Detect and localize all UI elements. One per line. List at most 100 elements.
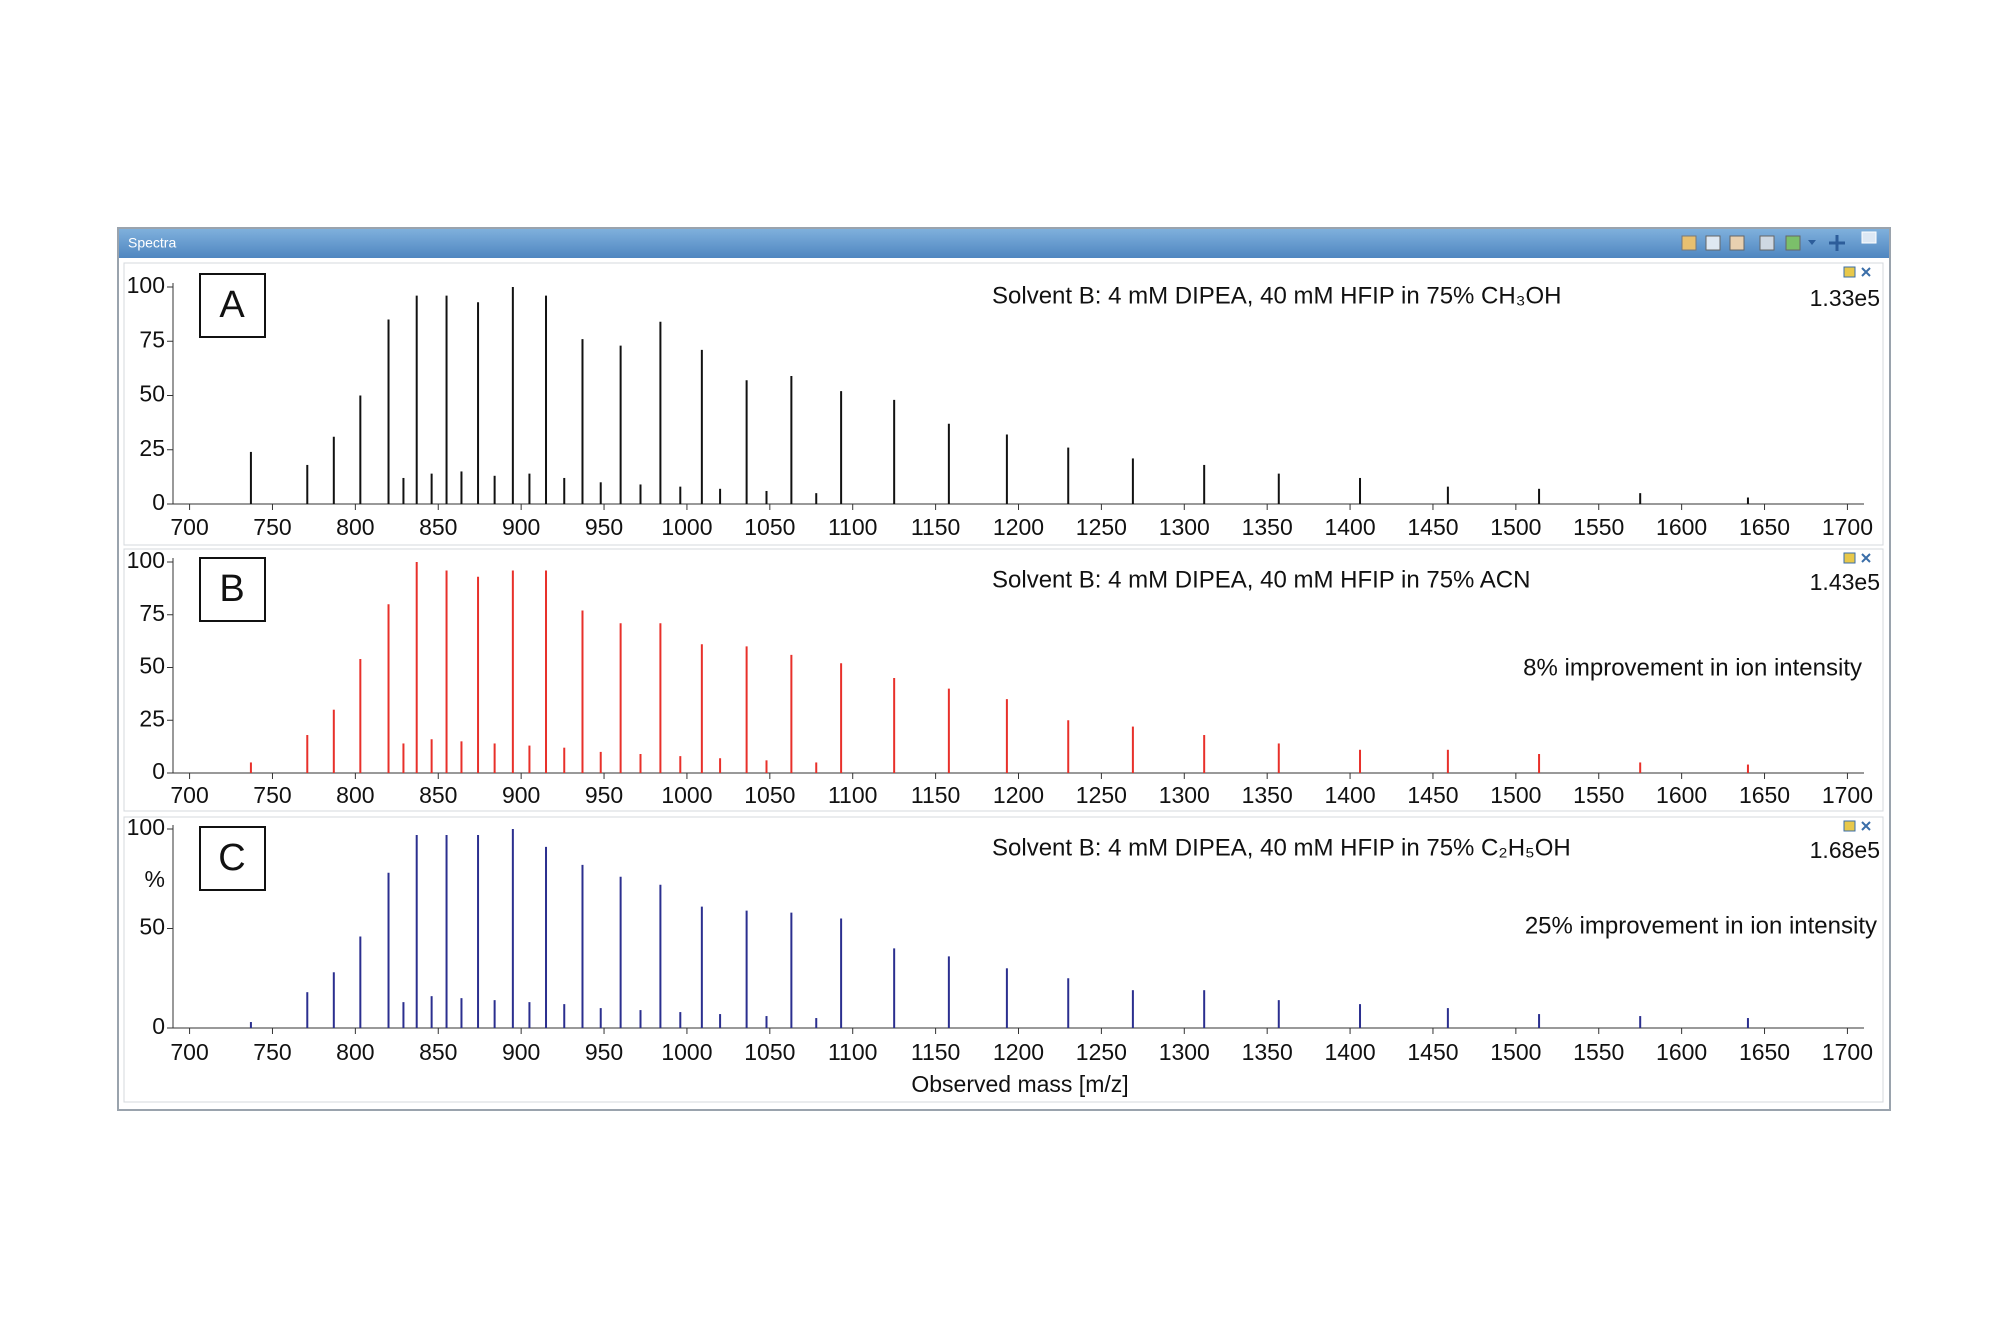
toolbar: [1681, 231, 1877, 251]
annotation: 25% improvement in ion intensity: [1525, 912, 1877, 939]
panel-title: Solvent B: 4 mM DIPEA, 40 mM HFIP in 75%…: [992, 566, 1530, 593]
x-tick-label: 900: [502, 1039, 540, 1065]
x-tick-label: 700: [170, 514, 208, 540]
x-tick-label: 1250: [1076, 1039, 1127, 1065]
tool-icon[interactable]: [1729, 235, 1745, 251]
restore-button[interactable]: [1861, 231, 1877, 244]
panel-letter-box: [199, 826, 266, 891]
y-tick-label: 25: [139, 435, 165, 461]
x-tick-label: 700: [170, 1039, 208, 1065]
x-tick-label: 1450: [1407, 1039, 1458, 1065]
panel-letter-box: [199, 273, 266, 338]
x-tick-label: 1650: [1739, 1039, 1790, 1065]
x-tick-label: 1150: [911, 514, 960, 540]
x-tick-label: 1350: [1242, 782, 1293, 808]
x-tick-label: 1100: [828, 782, 877, 808]
tool-icon[interactable]: [1705, 235, 1721, 251]
x-tick-label: 1500: [1490, 782, 1541, 808]
x-tick-label: 1700: [1822, 514, 1873, 540]
x-tick-label: 1100: [828, 1039, 877, 1065]
x-tick-label: 900: [502, 782, 540, 808]
x-tick-label: 1050: [744, 514, 795, 540]
x-tick-label: 1050: [744, 782, 795, 808]
x-tick-label: 1300: [1159, 1039, 1210, 1065]
x-tick-label: 1000: [661, 782, 712, 808]
scale-label: 1.43e5: [1810, 569, 1880, 595]
x-tick-label: 1000: [661, 514, 712, 540]
panel-frame: [123, 262, 1884, 546]
x-tick-label: 1400: [1324, 782, 1375, 808]
panel-frame: [123, 548, 1884, 812]
x-tick-label: 1300: [1159, 782, 1210, 808]
x-tick-label: 1200: [993, 1039, 1044, 1065]
panel-title: Solvent B: 4 mM DIPEA, 40 mM HFIP in 75%…: [992, 834, 1571, 861]
x-tick-label: 1200: [993, 514, 1044, 540]
x-tick-label: 1600: [1656, 782, 1707, 808]
y-axis-label: %: [145, 866, 165, 892]
y-tick-label: 75: [139, 326, 165, 352]
x-tick-label: 1400: [1324, 514, 1375, 540]
y-tick-label: 50: [139, 381, 165, 407]
panel-letter: B: [219, 568, 244, 610]
x-tick-label: 1300: [1159, 514, 1210, 540]
x-tick-label: 1400: [1324, 1039, 1375, 1065]
x-tick-label: 950: [585, 514, 623, 540]
x-tick-label: 850: [419, 1039, 457, 1065]
pan-icon[interactable]: [1829, 235, 1845, 251]
x-tick-label: 800: [336, 514, 374, 540]
panel-letter: A: [219, 284, 245, 326]
y-tick-label: 100: [127, 547, 165, 573]
window-frame: [117, 227, 1891, 1111]
panel-icon[interactable]: [1843, 552, 1856, 564]
x-tick-label: 1500: [1490, 1039, 1541, 1065]
x-tick-label: 1700: [1822, 1039, 1873, 1065]
x-tick-label: 1650: [1739, 514, 1790, 540]
panel-letter: C: [218, 837, 245, 879]
x-tick-label: 1550: [1573, 1039, 1624, 1065]
x-tick-label: 800: [336, 1039, 374, 1065]
y-tick-label: 0: [152, 758, 165, 784]
panel-title: Solvent B: 4 mM DIPEA, 40 mM HFIP in 75%…: [992, 282, 1562, 309]
x-tick-label: 1600: [1656, 1039, 1707, 1065]
x-tick-label: 750: [253, 782, 291, 808]
dropdown-arrow[interactable]: [1808, 240, 1816, 245]
tool-icon[interactable]: [1681, 235, 1697, 251]
panel-icon[interactable]: [1843, 820, 1856, 832]
scale-label: 1.33e5: [1810, 285, 1880, 311]
x-tick-label: 1500: [1490, 514, 1541, 540]
y-tick-label: 25: [139, 705, 165, 731]
scale-label: 1.68e5: [1810, 837, 1880, 863]
x-tick-label: 1600: [1656, 514, 1707, 540]
x-tick-label: 1350: [1242, 1039, 1293, 1065]
panel-letter-box: [199, 557, 266, 622]
x-tick-label: 950: [585, 1039, 623, 1065]
x-tick-label: 1450: [1407, 782, 1458, 808]
x-tick-label: 1100: [828, 514, 877, 540]
panel-close[interactable]: [1861, 553, 1871, 563]
x-axis-label: Observed mass [m/z]: [911, 1071, 1128, 1097]
x-tick-label: 1550: [1573, 514, 1624, 540]
tool-icon[interactable]: [1785, 235, 1801, 251]
y-tick-label: 0: [152, 1013, 165, 1039]
panel-icon[interactable]: [1843, 266, 1856, 278]
x-tick-label: 850: [419, 782, 457, 808]
x-tick-label: 1150: [911, 782, 960, 808]
x-tick-label: 1200: [993, 782, 1044, 808]
y-tick-label: 100: [127, 814, 165, 840]
x-tick-label: 750: [253, 1039, 291, 1065]
x-tick-label: 1700: [1822, 782, 1873, 808]
x-tick-label: 1250: [1076, 782, 1127, 808]
x-tick-label: 700: [170, 782, 208, 808]
tool-icon[interactable]: [1759, 235, 1775, 251]
panel-frame: [123, 816, 1884, 1103]
x-tick-label: 1350: [1242, 514, 1293, 540]
x-tick-label: 1150: [911, 1039, 960, 1065]
y-tick-label: 0: [152, 489, 165, 515]
panel-close[interactable]: [1861, 821, 1871, 831]
y-tick-label: 50: [139, 914, 165, 940]
x-tick-label: 750: [253, 514, 291, 540]
panel-close[interactable]: [1861, 267, 1871, 277]
x-tick-label: 900: [502, 514, 540, 540]
